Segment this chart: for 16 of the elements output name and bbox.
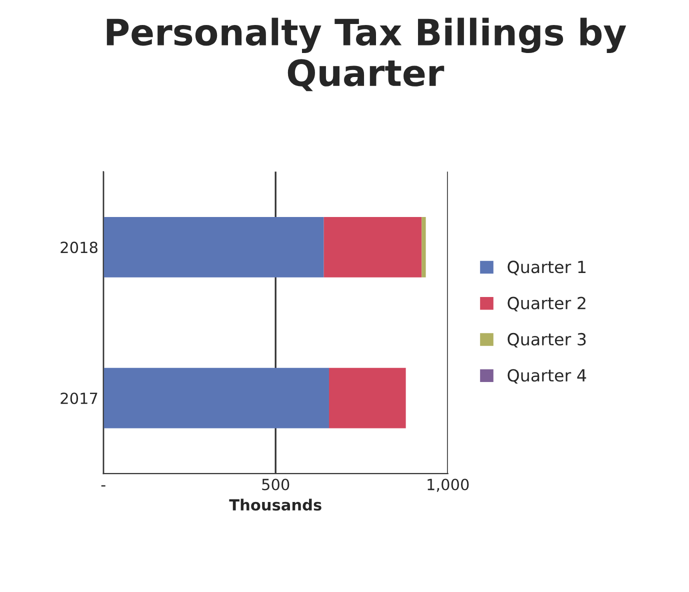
y-tick-label: 2017 [60,392,98,404]
bar [324,216,422,278]
legend-label: Quarter 4 [508,369,586,384]
legend-label: Quarter 2 [508,296,586,312]
x-tick-label: 1,000 [428,478,469,492]
x-axis-title: Thousands [229,498,322,511]
y-tick-label: 2018 [60,242,98,254]
bar [103,368,329,428]
legend-label: Quarter 3 [508,332,586,348]
chart-title: Personalty Tax Billings by Quarter [106,18,626,92]
x-tick-label: - [101,485,106,486]
x-tick-label: 500 [262,478,290,490]
bar [103,216,324,278]
bar [422,216,426,278]
legend-label: Quarter 1 [508,260,586,276]
bar [329,368,406,428]
